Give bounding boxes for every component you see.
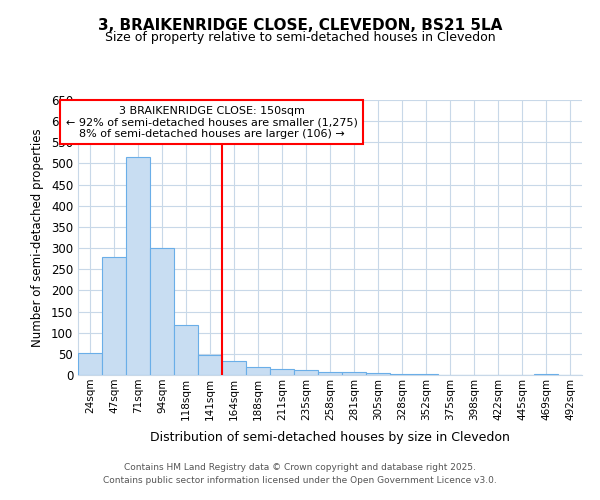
Bar — [222, 362, 246, 375]
Bar — [246, 368, 270, 375]
Bar — [390, 374, 414, 375]
Text: Size of property relative to semi-detached houses in Clevedon: Size of property relative to semi-detach… — [104, 31, 496, 44]
Text: 3, BRAIKENRIDGE CLOSE, CLEVEDON, BS21 5LA: 3, BRAIKENRIDGE CLOSE, CLEVEDON, BS21 5L… — [98, 18, 502, 32]
Bar — [174, 325, 198, 375]
Text: Contains public sector information licensed under the Open Government Licence v3: Contains public sector information licen… — [103, 476, 497, 485]
Bar — [78, 353, 102, 375]
Text: Contains HM Land Registry data © Crown copyright and database right 2025.: Contains HM Land Registry data © Crown c… — [124, 464, 476, 472]
X-axis label: Distribution of semi-detached houses by size in Clevedon: Distribution of semi-detached houses by … — [150, 431, 510, 444]
Bar — [342, 372, 366, 375]
Bar — [294, 370, 318, 375]
Bar — [366, 373, 390, 375]
Bar — [534, 374, 558, 375]
Bar — [198, 354, 222, 375]
Bar — [414, 374, 438, 375]
Bar — [102, 258, 126, 375]
Bar — [126, 157, 150, 375]
Bar — [270, 368, 294, 375]
Y-axis label: Number of semi-detached properties: Number of semi-detached properties — [31, 128, 44, 347]
Bar — [150, 248, 174, 375]
Bar — [318, 372, 342, 375]
Text: 3 BRAIKENRIDGE CLOSE: 150sqm
← 92% of semi-detached houses are smaller (1,275)
8: 3 BRAIKENRIDGE CLOSE: 150sqm ← 92% of se… — [65, 106, 358, 138]
